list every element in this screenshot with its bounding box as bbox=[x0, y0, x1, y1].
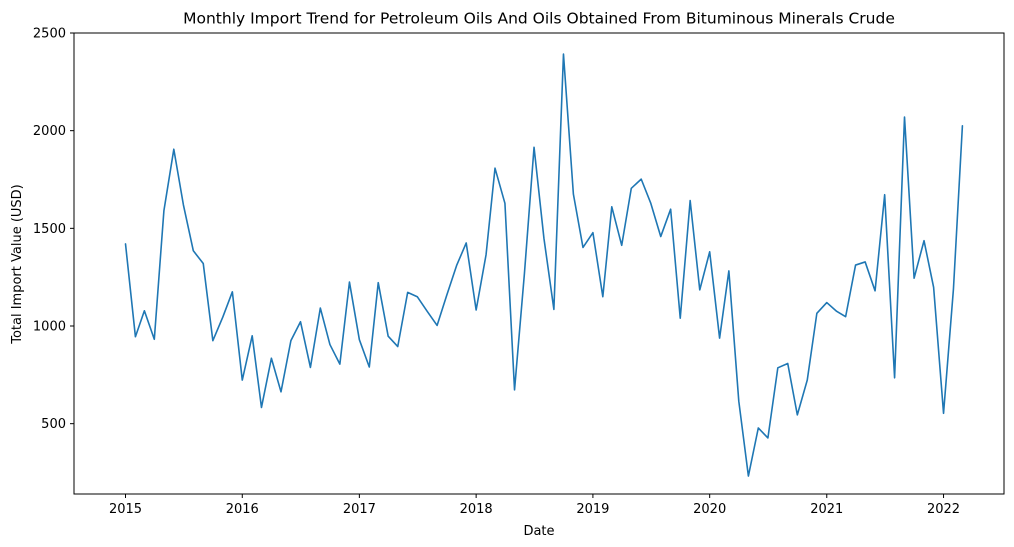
y-tick-label: 2000 bbox=[33, 124, 66, 139]
x-tick-label: 2018 bbox=[460, 502, 493, 517]
y-tick-label: 2500 bbox=[33, 27, 66, 42]
plot-area bbox=[124, 53, 964, 477]
x-tick-label: 2019 bbox=[576, 502, 609, 517]
y-tick-label: 1500 bbox=[33, 222, 66, 237]
x-tick-label: 2022 bbox=[927, 502, 960, 517]
y-axis-label: Total Import Value (USD) bbox=[10, 184, 25, 345]
y-axis: 500 1000 1500 2000 2500 bbox=[33, 27, 74, 432]
y-tick-label: 1000 bbox=[33, 320, 66, 335]
x-axis-label: Date bbox=[523, 524, 554, 539]
x-tick-label: 2015 bbox=[109, 502, 142, 517]
x-tick-label: 2016 bbox=[226, 502, 259, 517]
chart-title: Monthly Import Trend for Petroleum Oils … bbox=[183, 10, 895, 28]
x-axis: 2015 2016 2017 2018 2019 2020 2021 2022 bbox=[109, 494, 960, 517]
plot-frame bbox=[73, 32, 1005, 495]
x-tick-label: 2020 bbox=[693, 502, 726, 517]
x-tick-label: 2021 bbox=[810, 502, 843, 517]
y-tick-label: 500 bbox=[41, 417, 66, 432]
x-tick-label: 2017 bbox=[343, 502, 376, 517]
series-line-0 bbox=[124, 53, 964, 477]
